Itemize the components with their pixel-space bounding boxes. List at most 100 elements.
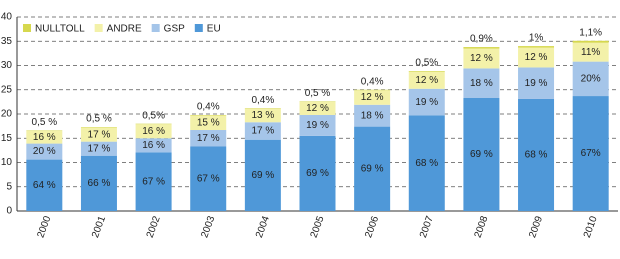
x-tick-label: 2008 (473, 214, 491, 239)
bar-segment (244, 139, 281, 211)
share-label: 19 % (306, 120, 329, 131)
share-label: 17 % (251, 126, 274, 137)
share-label: 1,1% (579, 27, 602, 38)
legend-swatch (151, 24, 160, 32)
share-label: 17 % (88, 129, 111, 140)
share-label: 0,5 % (32, 117, 58, 128)
bar-segment (26, 143, 63, 160)
x-tick-label: 2002 (145, 214, 163, 239)
legend-swatch (194, 24, 203, 32)
share-label: 67 % (142, 176, 165, 187)
share-label: 18 % (361, 110, 384, 121)
bar-segment (463, 68, 500, 98)
bar-segment (299, 114, 336, 136)
share-label: 0,4% (361, 76, 384, 87)
share-label: 66 % (88, 178, 111, 189)
bar-segment (518, 67, 555, 99)
y-tick-label: 0 (6, 206, 12, 217)
share-label: 16 % (142, 126, 165, 137)
bar-segment (408, 71, 445, 89)
bar-segment (408, 115, 445, 211)
share-label: 0,5 % (86, 114, 112, 125)
bar-segment (572, 42, 609, 62)
x-tick-label: 2001 (90, 214, 108, 239)
y-tick-label: 35 (1, 36, 13, 47)
bar-segment (572, 61, 609, 97)
share-label: 16 % (33, 132, 56, 143)
bar-segment (80, 141, 117, 156)
bar-segment (463, 48, 500, 69)
share-label: 16 % (142, 140, 165, 151)
share-label: 12 % (525, 52, 548, 63)
bar-segment (463, 97, 500, 211)
bar-segment (299, 101, 336, 115)
x-tick-label: 2006 (363, 214, 381, 239)
x-tick-label: 2010 (582, 214, 600, 239)
x-tick-label: 2005 (309, 214, 327, 239)
bar-segment (354, 104, 391, 127)
bar-segment (518, 47, 555, 68)
legend-label: EU (207, 24, 221, 35)
share-label: 19 % (525, 78, 548, 89)
y-tick-label: 10 (1, 157, 13, 168)
bar-segment (572, 96, 609, 211)
bar-segment (463, 47, 500, 49)
x-tick-label: 2000 (35, 214, 53, 239)
legend-label: ANDRE (107, 24, 142, 35)
share-label: 0,4% (197, 102, 220, 113)
share-label: 12 % (306, 103, 329, 114)
share-label: 11% (581, 47, 600, 58)
legend-swatch (23, 24, 31, 32)
legend-swatch (94, 24, 103, 32)
x-tick-label: 2004 (254, 214, 272, 239)
bar-segment (80, 155, 117, 211)
share-label: 69 % (251, 170, 274, 181)
share-label: 15 % (197, 117, 220, 128)
y-tick-label: 30 (1, 60, 13, 71)
share-label: 17 % (197, 133, 220, 144)
share-label: 69 % (361, 163, 384, 174)
x-tick-label: 2003 (199, 214, 217, 239)
y-tick-label: 15 (1, 133, 13, 144)
bar-segment (244, 108, 281, 123)
bar-segment (299, 135, 336, 211)
share-label: 17 % (88, 143, 111, 154)
bar-segment (190, 130, 227, 147)
share-label: 67% (581, 148, 601, 159)
share-label: 0,5% (142, 110, 165, 121)
bar-segment (354, 90, 391, 105)
share-label: 12 % (470, 53, 493, 64)
bar-segment (518, 46, 555, 48)
bar-segment (354, 126, 391, 211)
share-label: 1% (529, 33, 544, 44)
share-label: 0,4% (251, 95, 274, 106)
y-tick-label: 20 (1, 109, 13, 120)
bar-segment (135, 124, 172, 139)
bar-segment (190, 115, 227, 131)
y-tick-label: 40 (1, 12, 13, 23)
share-label: 12 % (361, 92, 384, 103)
x-tick-label: 2009 (527, 214, 545, 239)
y-tick-label: 25 (1, 84, 13, 95)
bar-segment (26, 159, 63, 211)
share-label: 69 % (306, 168, 329, 179)
bar-segment (518, 98, 555, 211)
bar-segment (244, 122, 281, 140)
share-label: 68 % (415, 158, 438, 169)
share-label: 64 % (33, 180, 56, 191)
share-label: 68 % (525, 150, 548, 161)
bar-segment (80, 127, 117, 142)
share-label: 20% (581, 73, 601, 84)
bar-segment (572, 40, 609, 43)
bar-segment (135, 152, 172, 211)
share-label: 0,5 % (305, 88, 331, 99)
bar-segment (408, 71, 445, 72)
x-tick-label: 2007 (418, 214, 436, 239)
y-tick-label: 5 (6, 181, 12, 192)
share-label: 67 % (197, 173, 220, 184)
share-label: 12 % (415, 75, 438, 86)
bar-segment (26, 130, 63, 144)
bar-segment (408, 88, 445, 116)
